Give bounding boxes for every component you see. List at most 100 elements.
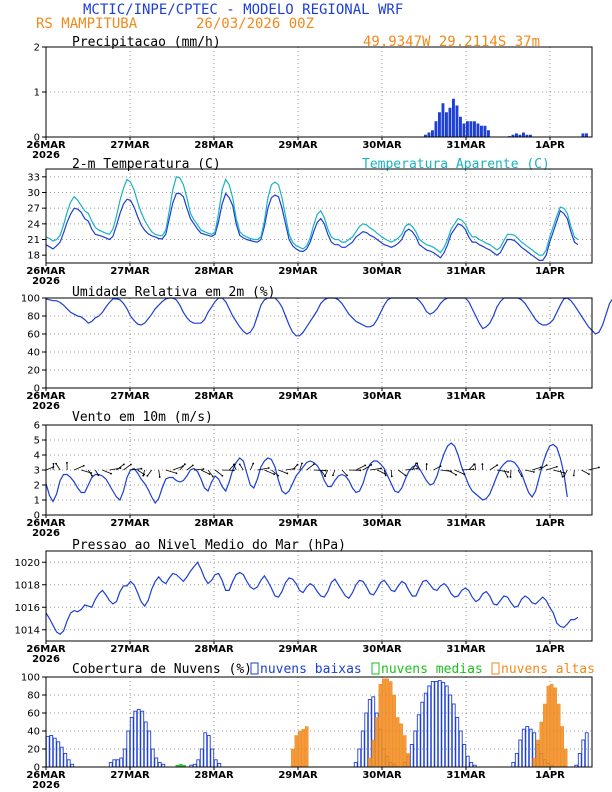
wind-arrow: [412, 463, 417, 471]
cloud-bar-nuvens-baixas: [577, 753, 582, 768]
wind-arrow-head: [267, 467, 270, 469]
wind-arrow-head: [472, 468, 475, 471]
precip-ytick-label: 0: [34, 133, 40, 144]
wind-arrow-head: [52, 462, 55, 465]
cloud-bar-nuvens-altas: [294, 735, 298, 768]
wind-arrow-head: [232, 469, 235, 472]
cloud-bar-nuvens-baixas: [150, 748, 155, 768]
wind-ytick-label: 6: [34, 421, 40, 432]
wind-arrow: [306, 463, 315, 471]
legend-high: nuvens altas: [501, 662, 595, 677]
wind-arrow: [573, 469, 575, 476]
clouds-ytick-label: 20: [27, 745, 40, 756]
apparent-temp-label: Temperatura Aparente (C): [362, 157, 550, 172]
precip-bar: [483, 125, 487, 137]
wind-arrow: [531, 466, 542, 471]
wind-arrow: [416, 463, 420, 471]
cloud-bar-nuvens-baixas: [434, 681, 439, 768]
wind-arrow-head: [496, 464, 499, 467]
clouds-ytick-label: 0: [34, 763, 40, 774]
wind-arrow: [563, 469, 568, 477]
wind-arrow: [130, 468, 142, 471]
wind-arrow-head: [520, 475, 523, 477]
wind-arrow-head: [208, 473, 211, 476]
cloud-bar-nuvens-baixas: [413, 730, 418, 768]
clouds-panel: 0 20 40 60 80 100 26MAR 27MAR 28MAR 29MAR 30MAR 31M…: [21, 673, 593, 791]
cloud-bar-nuvens-altas: [399, 723, 403, 768]
wind-xtick-label: 28MAR: [194, 518, 234, 529]
wind-arrow: [179, 463, 186, 471]
wind-arrow-head: [191, 464, 194, 467]
temp-title: 2-m Temperatura (C): [72, 157, 221, 172]
wind-arrow-head: [252, 462, 255, 465]
wind-arrow-head: [55, 462, 57, 465]
precip-bar: [455, 105, 459, 137]
precip-bar: [585, 133, 588, 137]
wind-arrow: [257, 467, 269, 471]
wind-arrow-head: [91, 474, 93, 477]
temp-line-temperature: [45, 192, 579, 261]
wind-arrow-head: [545, 464, 548, 466]
wind-arrow-head: [384, 474, 387, 477]
wind-arrow: [376, 469, 386, 475]
pressure-ytick-label: 1016: [15, 603, 40, 614]
precip-bar: [462, 123, 466, 137]
wind-xtick-label: 29MAR: [278, 518, 318, 529]
temp-xtick-label: 26MAR: [26, 266, 66, 277]
temp-xtick-label: 31MAR: [446, 266, 486, 277]
wind-arrow-head: [130, 463, 132, 466]
wind-arrow: [447, 469, 457, 476]
cloud-bar-nuvens-baixas: [122, 748, 127, 768]
wind-arrow: [362, 464, 372, 471]
cloud-bar-nuvens-altas: [406, 753, 410, 768]
cloud-bar-nuvens-baixas: [203, 732, 208, 768]
pressure-ytick-label: 1020: [15, 558, 40, 569]
precip-ytick-label: 1: [34, 88, 40, 99]
wind-ytick-label: 0: [34, 511, 40, 522]
wind-arrow-head: [506, 475, 509, 478]
clouds-ytick-label: 100: [21, 673, 40, 684]
rh-frame: [45, 297, 593, 389]
rh-xtick-label: 29MAR: [278, 391, 318, 402]
wind-arrow: [390, 469, 393, 477]
cloud-bar-nuvens-baixas: [441, 681, 446, 768]
cloud-bar-nuvens-baixas: [511, 762, 516, 768]
clouds-xtick-label: 26MAR: [26, 770, 66, 781]
cloud-bar-nuvens-altas: [378, 683, 382, 768]
cloud-bar-nuvens-altas: [368, 757, 372, 768]
wind-arrow: [278, 469, 288, 474]
wind-ytick-label: 3: [34, 466, 40, 477]
wind-arrow-head: [364, 464, 367, 467]
wind-arrow: [503, 469, 508, 478]
wind-arrow: [94, 469, 99, 476]
cloud-bar-nuvens-altas: [396, 717, 400, 768]
wind-arrow-head: [425, 463, 428, 465]
clouds-xtick-label: 27MAR: [110, 770, 150, 781]
wind-arrow-head: [146, 474, 149, 477]
clouds-ytick-label: 40: [27, 727, 40, 738]
legend-box-low: [250, 662, 259, 675]
cloud-bar-nuvens-baixas: [455, 717, 460, 768]
wind-arrow: [588, 467, 600, 471]
wind-arrow: [142, 469, 146, 476]
precip-frame: [45, 46, 593, 138]
wind-arrow-head: [238, 463, 241, 466]
wind-arrow: [538, 464, 547, 471]
wind-arrow: [468, 464, 475, 471]
wind-arrow: [193, 468, 204, 471]
wind-arrow: [383, 469, 387, 476]
wind-arrow-head: [183, 463, 186, 466]
wind-arrow-head: [82, 464, 85, 467]
precip-bar: [525, 134, 529, 137]
rh-xtick-label: 28MAR: [194, 391, 234, 402]
wind-arrow-head: [404, 474, 407, 477]
precip-panel: 0 1 2 26MAR 27MAR 28MAR 29MAR 30MAR 31MAR 1APR 202…: [26, 43, 593, 161]
wind-arrow: [299, 463, 303, 471]
cloud-bar-nuvens-baixas: [143, 721, 148, 768]
wind-arrow: [292, 464, 298, 471]
precip-xtick-label: 31MAR: [446, 140, 486, 151]
wind-arrow-head: [142, 474, 145, 477]
precip-bar: [424, 134, 427, 137]
cloud-bar-nuvens-baixas: [210, 748, 215, 768]
wind-arrow-head: [97, 474, 100, 477]
